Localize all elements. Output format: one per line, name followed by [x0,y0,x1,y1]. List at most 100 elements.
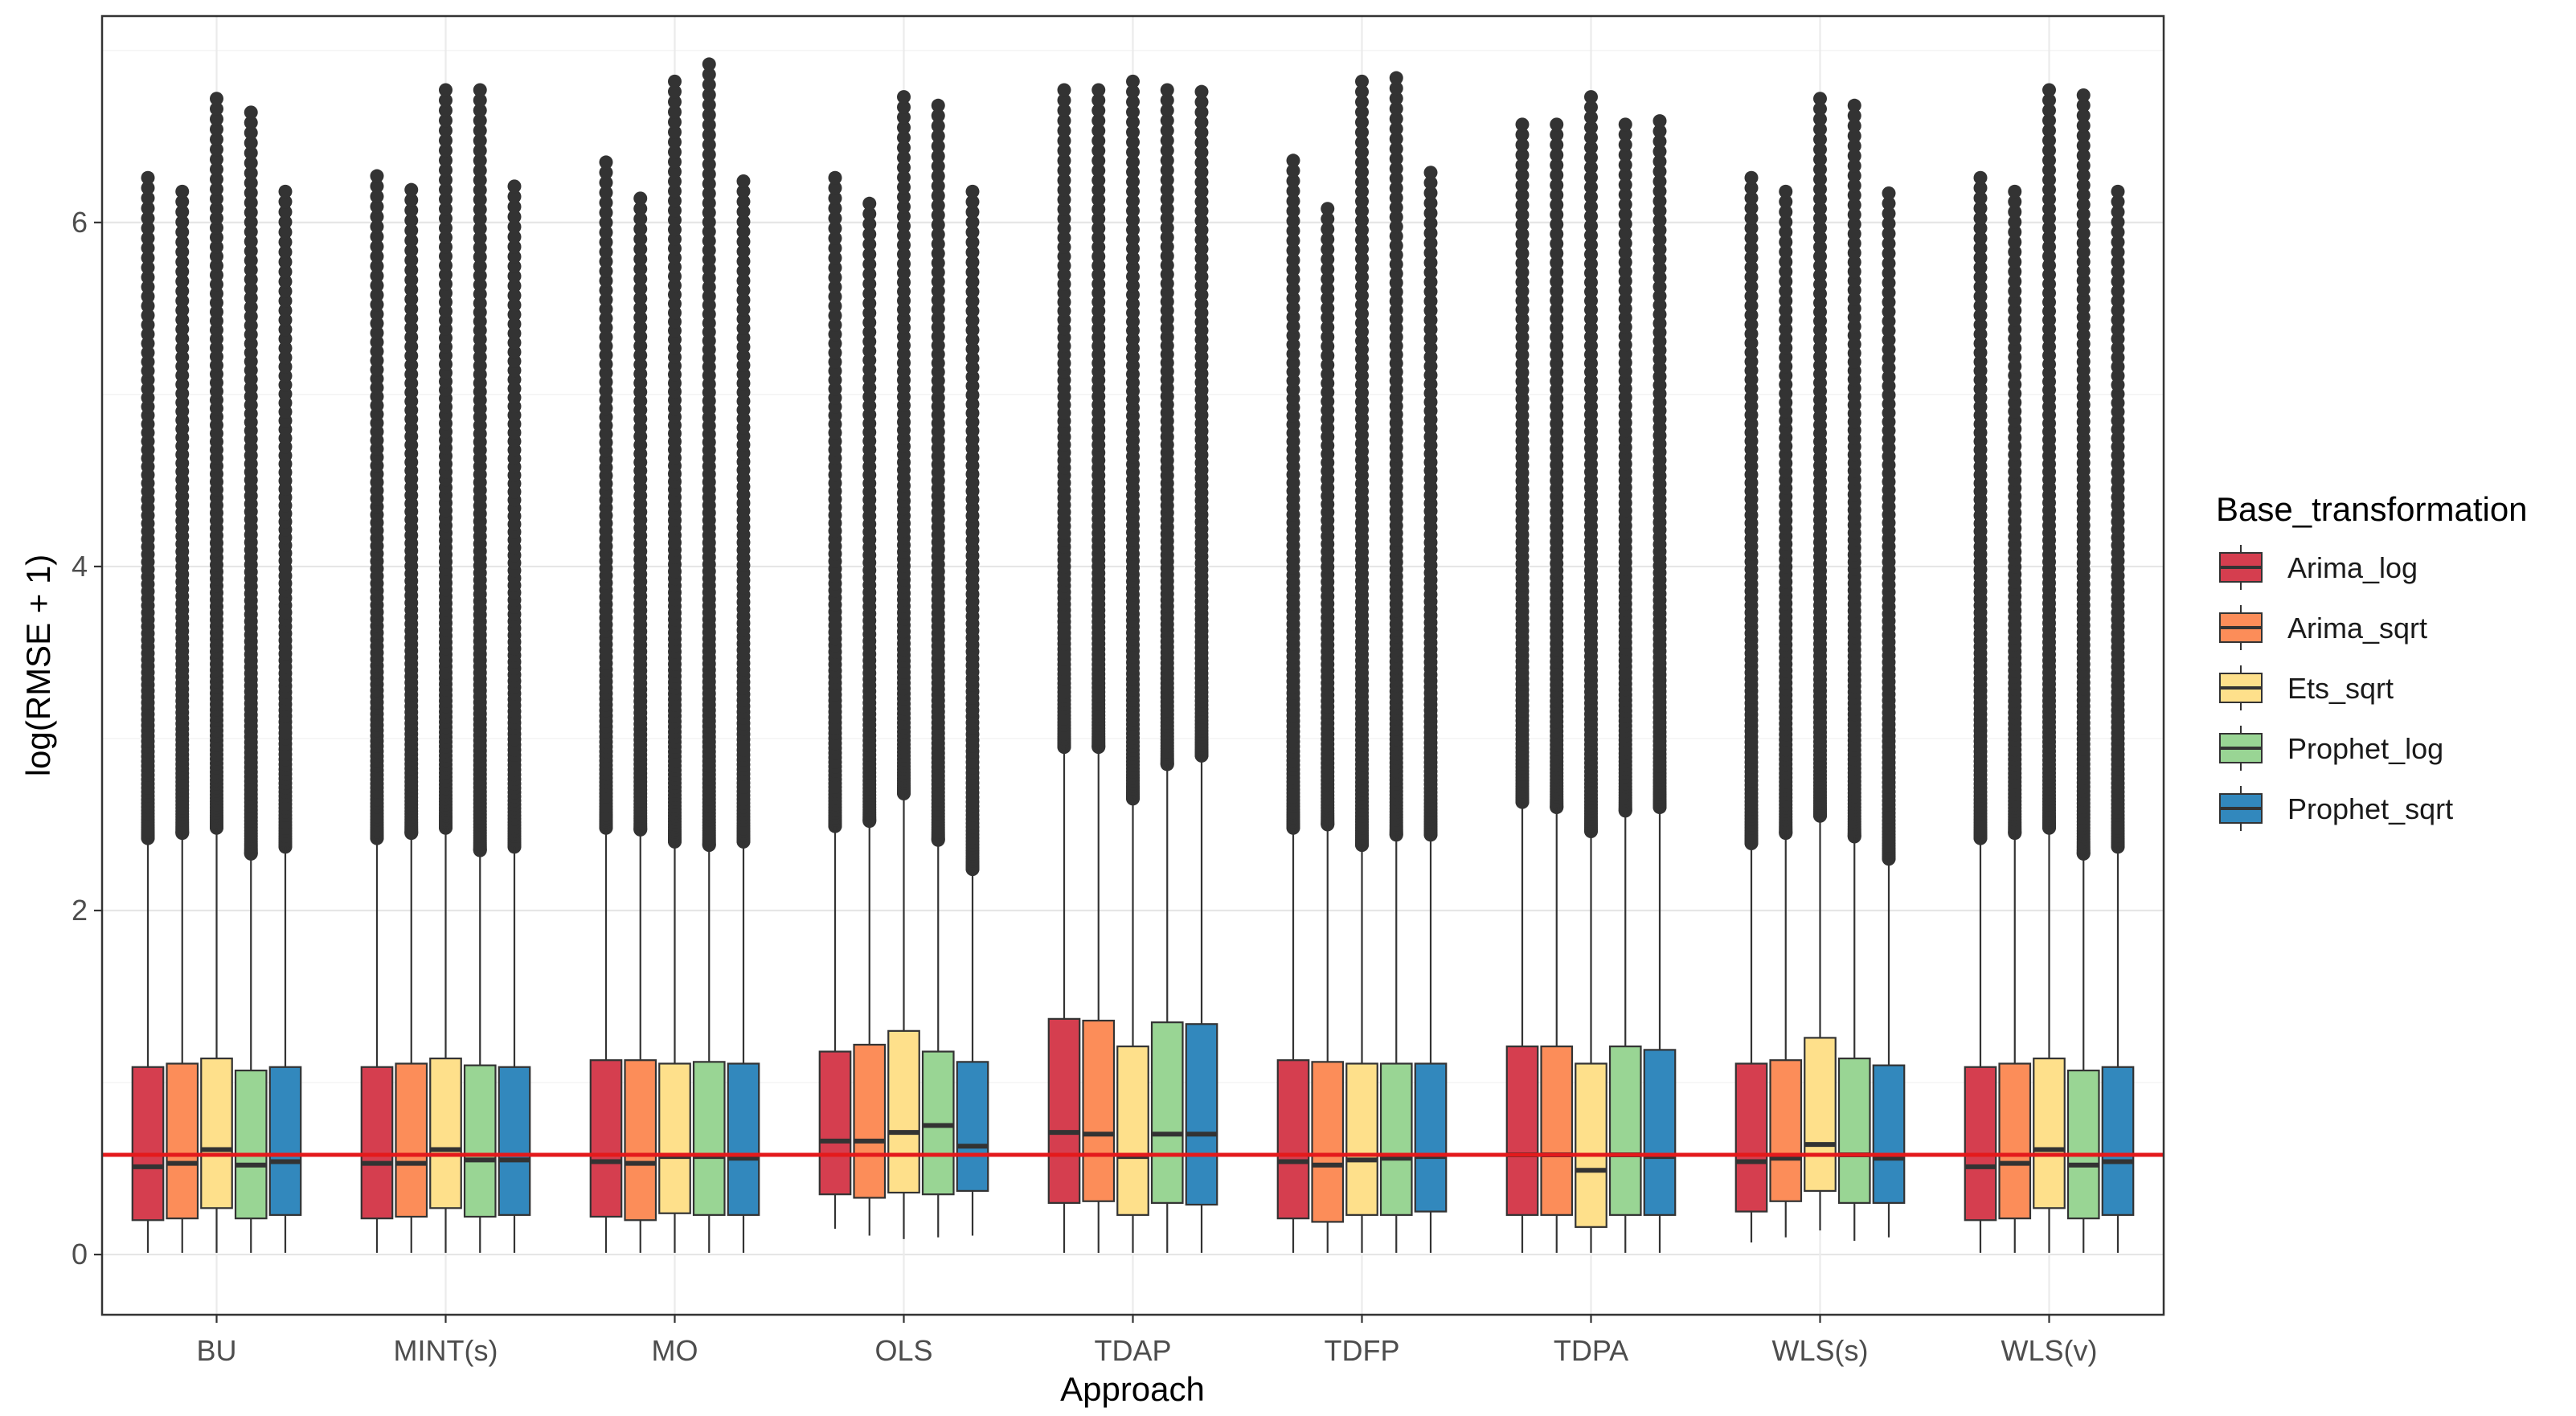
outlier-point [1652,184,1667,198]
outlier-point [1584,130,1598,145]
box-WLS(v)-Ets_sqrt [2033,83,2066,1253]
outlier-point [1160,221,1174,235]
outlier-point [1286,310,1300,325]
outlier-point [1973,181,1988,195]
box-OLS-Prophet_log [921,98,955,1238]
outlier-point [668,95,682,109]
outlier-point [2111,194,2125,209]
outlier-point [2008,274,2022,289]
outlier-point [1423,275,1438,289]
outlier-point [1779,215,1793,229]
box-BU-Ets_sqrt [200,92,233,1253]
box-TDPA-Prophet_log [1608,117,1642,1253]
outlier-point [2076,149,2091,163]
outlier-point [370,317,384,331]
outlier-point [1584,121,1598,135]
outlier-point [828,289,842,304]
outlier-point [1847,129,1861,143]
outlier-point [1652,261,1667,276]
outlier-point [210,112,223,126]
outlier-point [633,291,648,305]
outlier-point [1091,83,1106,97]
outlier-point [1423,166,1438,180]
outlier-point [702,177,716,191]
outlier-point [1882,196,1896,211]
outlier-point [2111,245,2125,260]
outlier-point [828,221,842,235]
box-MO-Ets_sqrt [658,74,691,1253]
outlier-point [897,209,911,223]
outlier-point [2042,153,2056,167]
box-TDAP-Ets_sqrt [1116,74,1149,1253]
outlier-point [1355,214,1369,228]
outlier-point [2008,235,2022,249]
box-body [1734,1062,1768,1213]
outlier-point [1847,139,1861,153]
outlier-point [1389,162,1403,176]
outlier-point [633,301,648,315]
boxplots [131,57,2135,1253]
outlier-point [1389,200,1403,215]
outlier-point [931,149,945,163]
box-body [658,1062,691,1214]
box-TDAP-Arima_sqrt [1082,83,1116,1253]
outlier-point [1779,284,1793,298]
outlier-point [507,230,522,244]
box-OLS-Prophet_sqrt [956,184,989,1236]
outlier-point [1286,184,1300,198]
outlier-point [439,192,453,207]
box-MO-Arima_log [589,155,623,1253]
outlier-point [2008,322,2022,337]
outlier-point [404,213,419,227]
outlier-point [175,303,190,317]
outlier-point [1515,207,1530,222]
box-TDPA-Arima_log [1505,117,1539,1253]
outlier-point [1779,205,1793,219]
outlier-point [1515,137,1530,152]
outlier-point [736,184,751,198]
outlier-point [507,298,522,313]
outlier-point [828,270,842,284]
outlier-point [210,259,223,273]
outlier-point [828,317,842,332]
outlier-point [862,297,877,311]
outlier-point [931,129,945,143]
outlier-point [965,265,980,280]
outlier-point [1126,104,1140,119]
outlier-point [1779,235,1793,249]
outlier-point [2076,188,2091,203]
box-WLS(s)-Prophet_log [1837,98,1871,1241]
outlier-point [1160,211,1174,226]
outlier-point [633,348,648,362]
outlier-point [828,241,842,256]
outlier-point [507,260,522,274]
x-tick-label: TDFP [1325,1334,1400,1367]
outlier-point [1160,113,1174,128]
outlier-point [862,306,877,321]
outlier-point [633,310,648,325]
box-WLS(v)-Prophet_sqrt [2101,184,2135,1253]
outlier-point [1847,169,1861,183]
outlier-point [1847,227,1861,241]
outlier-point [1091,211,1106,226]
outlier-point [404,311,419,325]
outlier-point [1847,188,1861,203]
outlier-point [599,302,613,317]
outlier-point [599,186,613,200]
outlier-point [736,312,751,326]
box-body [1643,1049,1677,1216]
outlier-point [1321,320,1335,334]
outlier-point [2076,158,2091,173]
outlier-point [1584,228,1598,243]
outlier-point [1813,112,1827,126]
outlier-point [736,244,751,259]
outlier-point [2076,226,2091,240]
box-TDAP-Arima_log [1047,83,1081,1253]
outlier-point [1057,211,1071,226]
outlier-point [1286,244,1300,258]
outlier-point [370,259,384,273]
outlier-point [1882,323,1896,338]
outlier-point [278,194,293,209]
outlier-point [244,125,258,140]
